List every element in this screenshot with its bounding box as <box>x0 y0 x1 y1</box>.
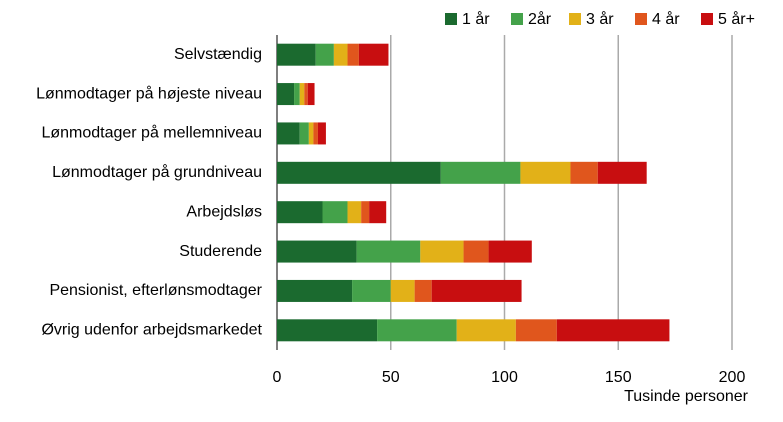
bar-segment <box>556 319 670 342</box>
x-tick-label: 0 <box>273 369 282 386</box>
y-tick-label: Selvstændig <box>174 46 262 63</box>
bar-segment <box>347 43 359 66</box>
bar-segment <box>361 201 370 224</box>
bar-segment <box>390 279 415 302</box>
bar-segment <box>431 279 522 302</box>
legend-swatch <box>635 13 647 25</box>
legend-label: 1 år <box>462 10 490 28</box>
legend-label: 3 år <box>586 10 614 28</box>
bar-segment <box>307 83 315 106</box>
x-tick-label: 200 <box>719 369 746 386</box>
legend-swatch <box>701 13 713 25</box>
bar-segment <box>570 161 598 184</box>
bar-segment <box>277 161 441 184</box>
y-tick-label: Studerende <box>179 243 262 260</box>
bar-segment <box>369 201 387 224</box>
y-tick-label: Øvrig udenfor arbejdsmarkedet <box>41 322 262 339</box>
bar-segment <box>277 240 357 263</box>
legend-label: 4 år <box>652 10 680 28</box>
bar-segment <box>377 319 457 342</box>
bar-segment <box>308 122 314 145</box>
bar-segment <box>294 83 300 106</box>
bar-segment <box>597 161 647 184</box>
bar-segment <box>515 319 557 342</box>
x-tick-label: 150 <box>605 369 632 386</box>
bar-segment <box>313 122 318 145</box>
bar-segment <box>299 122 309 145</box>
y-tick-label: Lønmodtager på mellemniveau <box>41 124 262 142</box>
bar-segment <box>277 43 316 66</box>
bar-segment <box>277 83 295 106</box>
y-tick-label: Arbejdsløs <box>186 203 262 220</box>
bar-segment <box>299 83 305 106</box>
bar-segment <box>277 201 323 224</box>
legend-swatch <box>511 13 523 25</box>
x-axis-label: Tusinde personer <box>624 388 749 405</box>
bar-segment <box>352 279 391 302</box>
bar-segment <box>333 43 348 66</box>
bar-segment <box>277 319 378 342</box>
bar-segment <box>520 161 571 184</box>
bar-segment <box>463 240 489 263</box>
legend-label: 5 år+ <box>718 10 755 28</box>
bar-segment <box>322 201 348 224</box>
bar-segment <box>488 240 532 263</box>
y-tick-label: Lønmodtager på højeste niveau <box>36 84 262 102</box>
bar-segment <box>277 122 300 145</box>
bar-segment <box>304 83 308 106</box>
bar-segment <box>317 122 326 145</box>
x-tick-label: 100 <box>491 369 518 386</box>
bar-segment <box>347 201 362 224</box>
x-tick-label: 50 <box>382 369 400 386</box>
legend-swatch <box>445 13 457 25</box>
bar-segment <box>420 240 464 263</box>
bar-segment <box>414 279 432 302</box>
bar-segment <box>315 43 334 66</box>
bar-segment <box>277 279 353 302</box>
bar-segment <box>356 240 421 263</box>
y-tick-label: Lønmodtager på grundniveau <box>52 163 262 181</box>
legend-label: 2år <box>528 10 552 28</box>
y-tick-label: Pensionist, efterlønsmodtager <box>49 282 262 299</box>
bar-segment <box>440 161 521 184</box>
bar-segment <box>358 43 389 66</box>
bar-segment <box>456 319 516 342</box>
legend-swatch <box>569 13 581 25</box>
